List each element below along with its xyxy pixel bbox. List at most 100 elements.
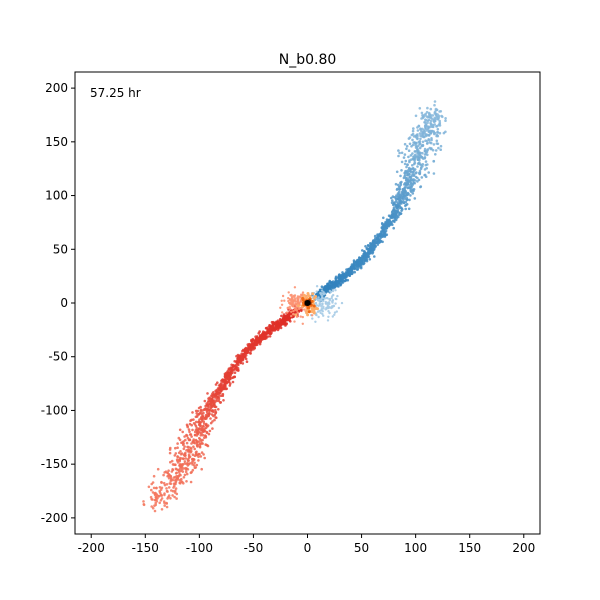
data-point [310, 299, 314, 303]
data-point [429, 141, 433, 145]
data-point [395, 216, 399, 220]
data-point [330, 305, 334, 308]
data-point [434, 153, 437, 156]
data-point [198, 438, 202, 441]
data-point [423, 121, 426, 124]
data-point [290, 295, 293, 298]
data-point [361, 249, 364, 252]
data-point [203, 399, 207, 403]
data-point [319, 293, 323, 296]
data-point [352, 260, 356, 264]
data-point [213, 418, 216, 422]
data-point [371, 245, 375, 249]
data-point [241, 362, 245, 365]
data-point [403, 153, 407, 156]
data-point [217, 390, 220, 393]
data-point [298, 307, 301, 310]
data-point [221, 394, 225, 398]
data-point [150, 498, 153, 501]
data-point [397, 154, 400, 158]
data-point [362, 252, 365, 256]
data-point [227, 378, 230, 382]
data-point [179, 482, 182, 485]
data-point [245, 350, 248, 353]
data-point [353, 264, 357, 267]
data-point [208, 429, 212, 433]
data-point [421, 163, 425, 166]
data-point [414, 114, 418, 118]
data-point [410, 167, 413, 171]
data-point [417, 157, 421, 161]
data-point [356, 259, 360, 262]
data-point [202, 429, 206, 433]
data-point [181, 463, 184, 467]
data-point [190, 457, 194, 461]
data-point [418, 140, 422, 143]
data-point [194, 420, 198, 424]
data-point [206, 444, 210, 448]
data-point [383, 230, 386, 234]
data-point [252, 342, 255, 345]
data-point [322, 297, 325, 300]
data-point [156, 467, 160, 471]
data-point [184, 438, 187, 442]
data-point [280, 299, 283, 302]
data-point [437, 146, 440, 150]
data-point [436, 130, 439, 134]
data-point [283, 299, 286, 302]
data-point [346, 269, 349, 272]
data-point [296, 304, 300, 308]
data-point [182, 453, 186, 457]
data-point [429, 107, 433, 111]
data-point [394, 182, 398, 186]
data-point [185, 423, 189, 427]
data-point [402, 176, 406, 180]
data-point [300, 308, 303, 312]
data-point [181, 480, 184, 484]
data-point [293, 294, 297, 297]
data-point [324, 302, 328, 305]
data-point [198, 421, 201, 424]
data-point [410, 186, 413, 189]
data-point [265, 330, 269, 333]
data-point [363, 255, 367, 258]
data-point [400, 180, 403, 184]
data-point [373, 241, 377, 244]
data-point [214, 408, 217, 412]
data-point [166, 475, 169, 478]
data-point [316, 310, 320, 313]
data-point [390, 201, 394, 204]
data-point [207, 405, 210, 409]
data-point [293, 311, 297, 314]
data-point [416, 129, 420, 132]
data-point [250, 344, 254, 348]
data-point [405, 147, 408, 151]
data-point [365, 258, 369, 261]
data-point [405, 196, 409, 200]
data-point [152, 486, 156, 490]
data-point [182, 476, 186, 479]
data-point [444, 119, 447, 122]
data-point [175, 458, 179, 461]
data-point [167, 486, 171, 489]
data-point [396, 183, 400, 187]
data-point [300, 293, 303, 296]
data-point [216, 381, 219, 385]
data-point [214, 383, 218, 386]
data-point [190, 461, 194, 464]
data-point [287, 299, 290, 303]
data-point [330, 295, 334, 298]
data-point [396, 205, 399, 208]
data-point [229, 366, 233, 370]
data-point [418, 107, 422, 110]
data-point [184, 457, 187, 460]
data-point [420, 111, 424, 115]
data-point [406, 179, 410, 182]
y-tick-label: -50 [48, 350, 68, 364]
data-point [160, 493, 163, 497]
data-point [425, 119, 428, 122]
data-point [398, 187, 402, 191]
data-point [326, 319, 330, 322]
data-point [320, 307, 323, 310]
